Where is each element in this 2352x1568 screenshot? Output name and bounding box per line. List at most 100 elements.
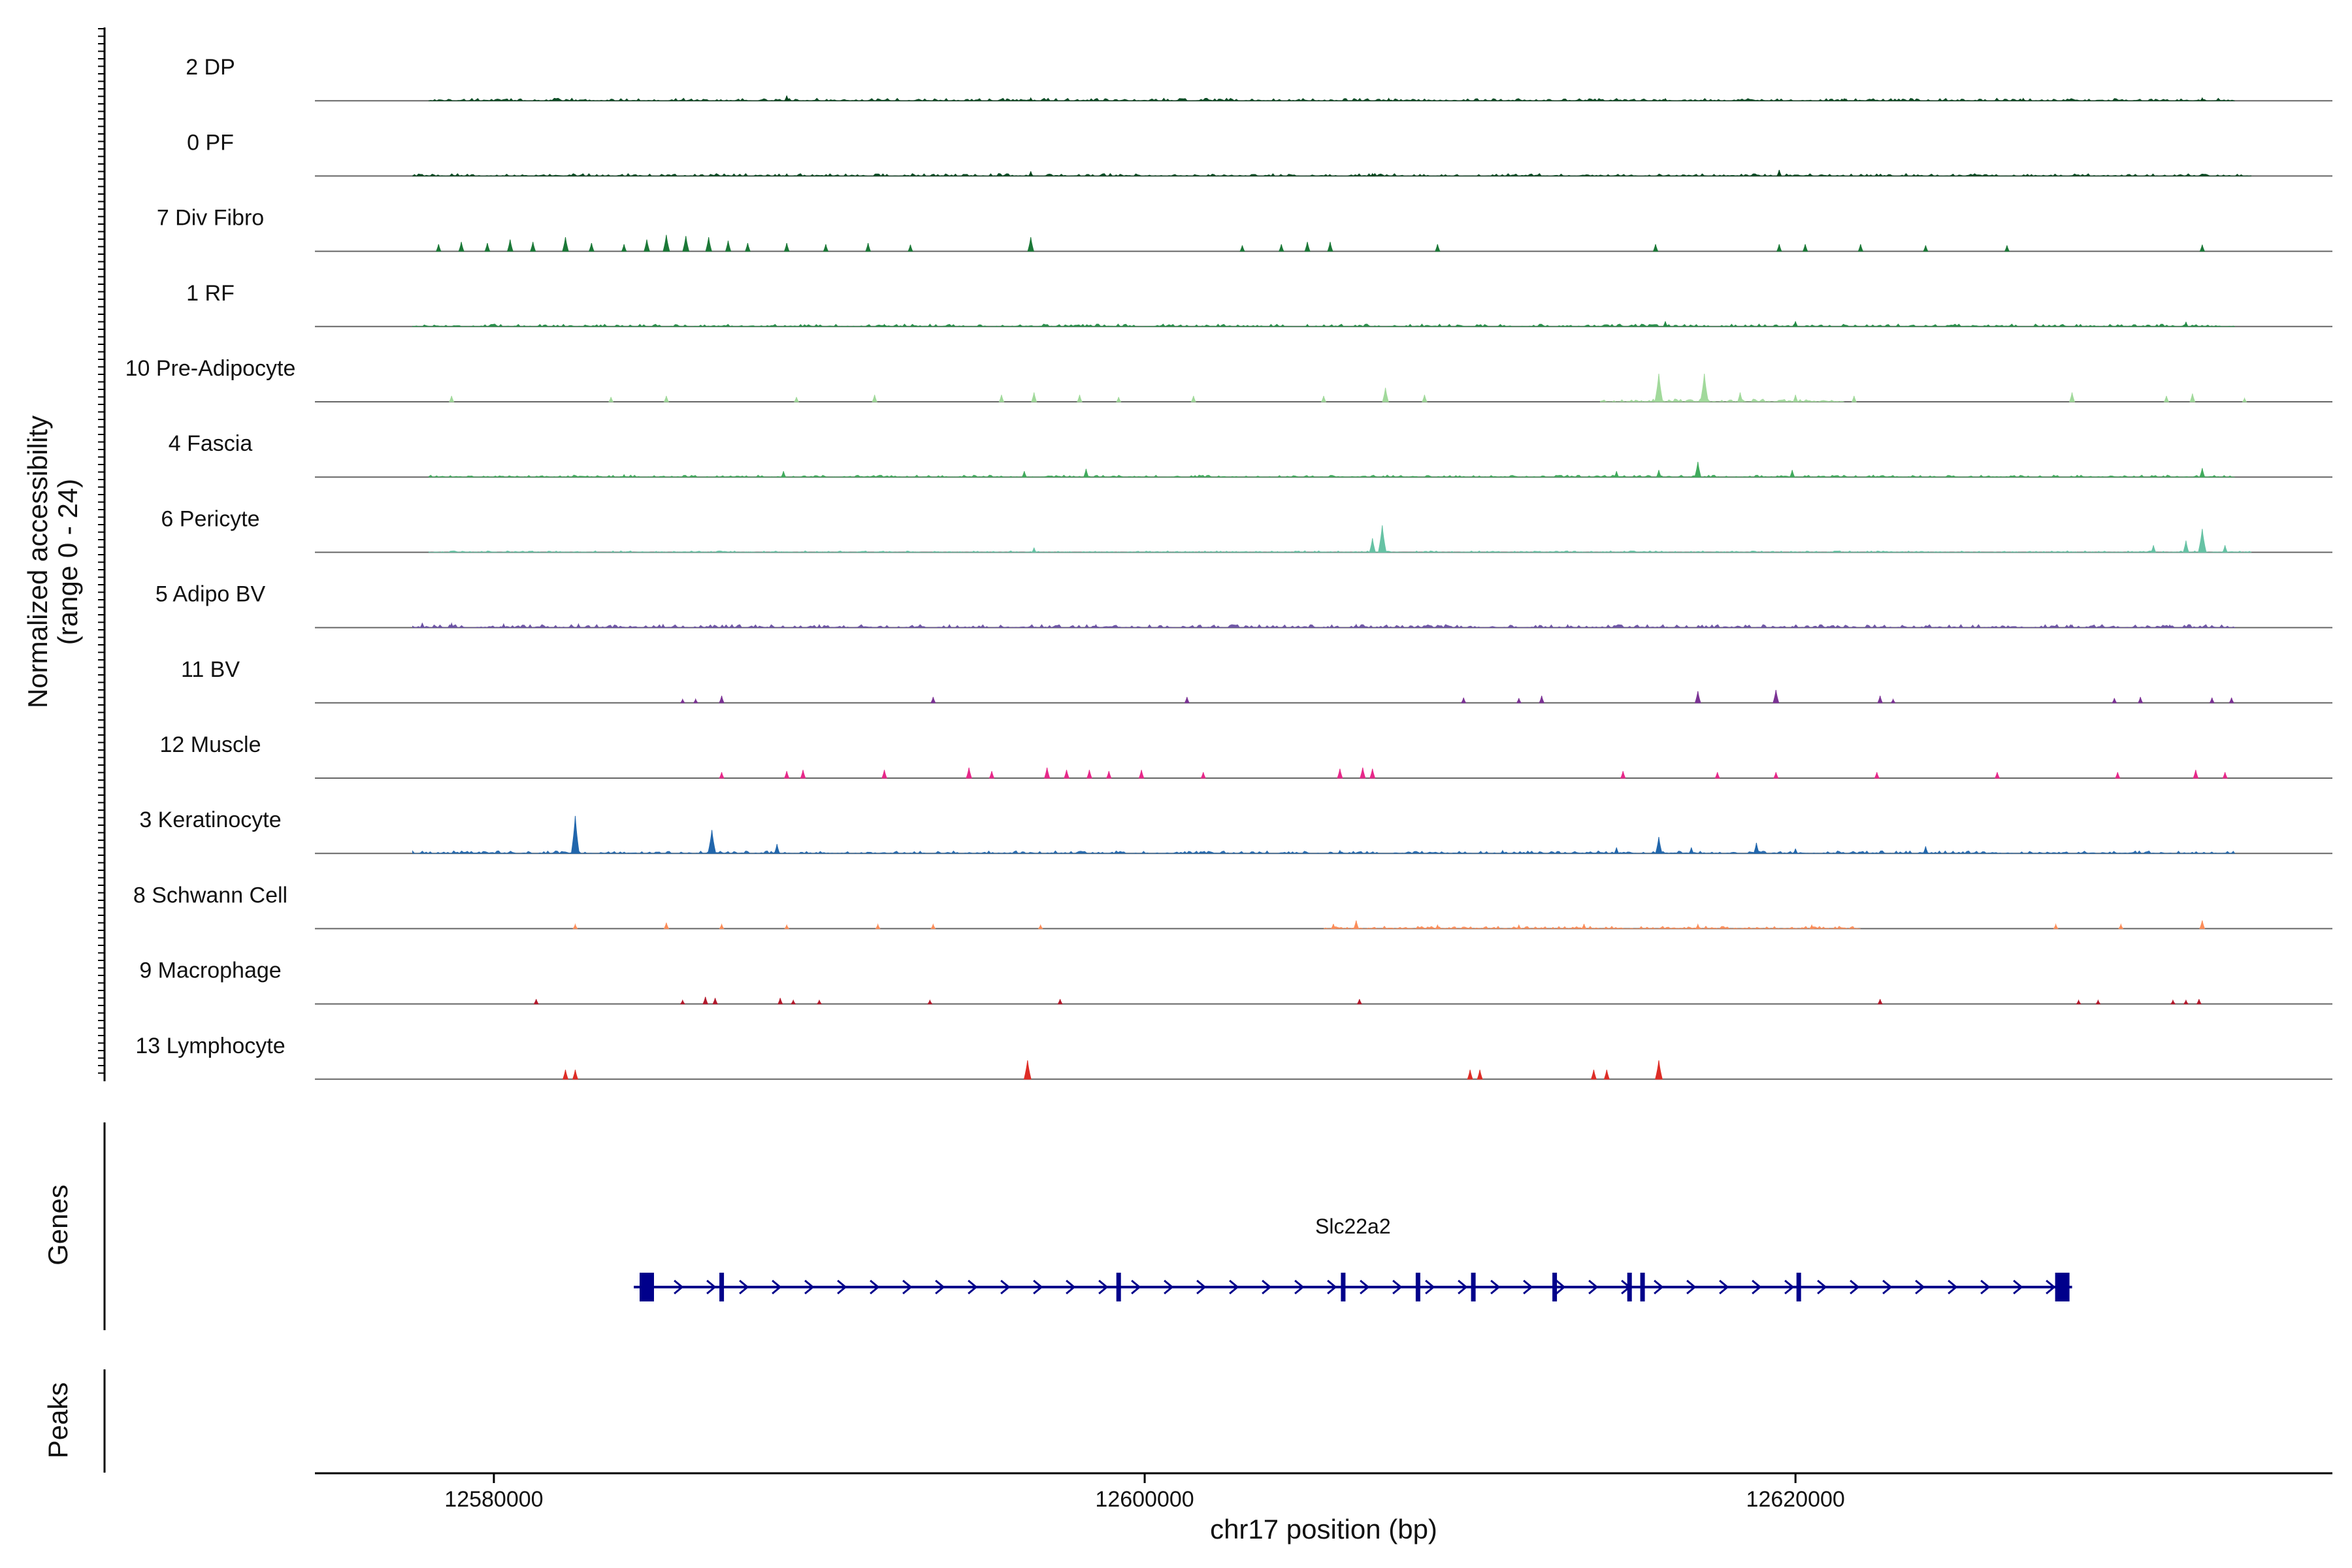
- signal-peak: [707, 830, 717, 854]
- signal-peak: [725, 240, 732, 252]
- signal-peak: [2020, 97, 2026, 101]
- track-12-muscle: 12 Muscle: [160, 732, 2332, 779]
- signal-peak: [881, 323, 887, 327]
- signal-peak: [783, 771, 790, 779]
- track-label: 6 Pericyte: [161, 506, 259, 531]
- signal-peak: [1037, 924, 1043, 929]
- signal-peak: [1304, 242, 1311, 252]
- signal-peak: [1793, 321, 1799, 327]
- signal-peak: [1655, 837, 1663, 854]
- strand-arrow: [2046, 1279, 2056, 1295]
- track-label: 3 Keratinocyte: [139, 808, 281, 832]
- signal-peak: [791, 999, 796, 1005]
- signal-peak: [784, 95, 790, 101]
- x-axis-label: chr17 position (bp): [1210, 1514, 1437, 1544]
- signal-peak: [1695, 923, 1701, 929]
- signal-peak: [458, 242, 465, 252]
- signal-peak: [784, 173, 790, 176]
- signal-peak: [1435, 244, 1441, 252]
- signal-peak: [1382, 387, 1389, 402]
- strand-arrow: [1948, 1279, 1958, 1295]
- track-label: 13 Lymphocyte: [135, 1034, 285, 1058]
- signal-peak: [783, 243, 790, 252]
- signal-peak: [1603, 1070, 1610, 1080]
- signal-peak: [663, 395, 670, 402]
- signal-peak: [1028, 97, 1034, 101]
- x-axis-tick-label: 12580000: [444, 1487, 543, 1512]
- x-axis-tick-label: 12600000: [1095, 1487, 1194, 1512]
- gene-exon: [1627, 1273, 1632, 1301]
- signal-peak: [419, 623, 425, 629]
- track-3-keratinocyte: 3 Keratinocyte: [139, 808, 2332, 855]
- signal-peak: [1499, 849, 1506, 854]
- signal-peak: [663, 923, 670, 929]
- signal-peak: [872, 395, 877, 402]
- strand-arrow: [1458, 1279, 1468, 1295]
- y-axis-label-line2: (range 0 - 24): [52, 479, 83, 645]
- signal-background: [428, 474, 2235, 478]
- strand-arrow: [968, 1279, 978, 1295]
- signal-peak: [1369, 172, 1375, 176]
- signal-peak: [2222, 772, 2228, 779]
- signal-peak: [2199, 920, 2206, 929]
- strand-arrow: [2013, 1279, 2023, 1295]
- track-9-macrophage: 9 Macrophage: [139, 958, 2332, 1005]
- track-label: 7 Div Fibro: [157, 206, 264, 231]
- gene-utr-exon: [640, 1273, 654, 1301]
- strand-arrow: [1980, 1279, 1991, 1295]
- track-label: 11 BV: [181, 657, 240, 682]
- signal-peak: [1093, 623, 1099, 629]
- signal-peak: [930, 923, 936, 929]
- signal-peak: [588, 243, 595, 252]
- signal-peak: [1809, 924, 1815, 929]
- signal-peak: [484, 243, 491, 252]
- signal-peak: [1654, 373, 1663, 402]
- signal-peak: [1023, 1060, 1032, 1080]
- signal-peak: [1614, 847, 1620, 854]
- signal-peak: [1590, 1070, 1597, 1080]
- genes-track-title: Genes: [42, 1184, 73, 1266]
- strand-arrow: [772, 1279, 782, 1295]
- signal-background: [428, 97, 2235, 101]
- signal-peak: [2068, 392, 2076, 402]
- signal-peak: [1057, 999, 1063, 1005]
- signal-peak: [1105, 771, 1112, 779]
- signal-peak: [1874, 772, 1880, 779]
- signal-peak: [1857, 244, 1864, 252]
- signal-peak: [1064, 770, 1070, 779]
- track-11-bv: 11 BV: [181, 657, 2332, 704]
- signal-peak: [1656, 470, 1662, 478]
- signal-peak: [621, 474, 627, 478]
- signal-peak: [966, 767, 972, 779]
- signal-peak: [817, 999, 822, 1005]
- signal-peak: [1278, 244, 1284, 252]
- strand-arrow: [706, 1279, 717, 1295]
- signal-peak: [1435, 924, 1441, 929]
- signal-peak: [679, 999, 685, 1005]
- signal-peak: [1793, 848, 1799, 854]
- peaks-track-title: Peaks: [42, 1382, 73, 1459]
- signal-peak: [1378, 525, 1387, 553]
- track-label: 1 RF: [186, 281, 235, 306]
- strand-arrow: [1262, 1279, 1272, 1295]
- signal-peak: [435, 244, 442, 252]
- signal-peak: [1021, 471, 1028, 478]
- track-8-schwann-cell: 8 Schwann Cell: [133, 883, 2332, 930]
- signal-peak: [744, 243, 751, 252]
- gene-exon: [1796, 1273, 1801, 1301]
- signal-peak: [784, 924, 790, 929]
- signal-peak: [2076, 999, 2082, 1005]
- signal-peak: [1662, 97, 1669, 101]
- track-6-pericyte: 6 Pericyte: [161, 506, 2332, 553]
- y-axis-ticks: [98, 28, 105, 1074]
- track-7-div-fibro: 7 Div Fibro: [157, 206, 2332, 252]
- signal-peak: [1792, 395, 1799, 402]
- signal-peak: [2193, 770, 2199, 779]
- strand-arrow: [1392, 1279, 1403, 1295]
- signal-peak: [1369, 538, 1376, 553]
- gene-exon: [1116, 1273, 1121, 1301]
- signal-peak: [693, 698, 698, 704]
- strand-arrow: [1360, 1279, 1370, 1295]
- signal-peak: [2069, 624, 2075, 629]
- signal-peak: [2170, 999, 2176, 1005]
